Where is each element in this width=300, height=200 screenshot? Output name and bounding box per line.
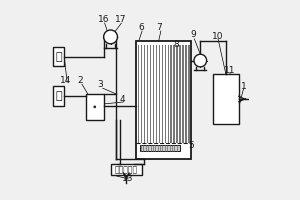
Bar [167,45,169,143]
Bar [138,45,139,143]
Circle shape [104,30,118,44]
Text: 7: 7 [156,23,162,32]
Bar [53,86,64,106]
Text: 6: 6 [138,23,144,32]
Text: 液: 液 [56,52,62,62]
Bar [140,145,180,151]
Bar [111,164,142,175]
Text: 1: 1 [241,82,247,91]
Bar [182,45,184,143]
Bar [53,47,64,66]
Bar [213,74,239,124]
Text: 9: 9 [190,30,196,39]
Text: 水: 水 [56,91,62,101]
Bar [188,45,190,143]
Bar [164,45,166,143]
Bar [86,94,104,120]
Text: 16: 16 [98,15,109,24]
Text: 4: 4 [120,96,125,104]
Text: 3: 3 [97,80,103,89]
Bar [161,45,163,143]
Bar [155,45,157,143]
Bar [179,45,181,143]
Text: 10: 10 [212,32,224,41]
Bar [147,45,148,143]
Bar [170,45,172,143]
Text: 重金屬污泥: 重金屬污泥 [115,165,138,174]
Bar [176,45,178,143]
Text: 17: 17 [115,15,126,24]
Circle shape [194,54,207,67]
Bar [136,41,191,159]
Text: 8: 8 [174,40,179,49]
Bar [153,45,154,143]
Text: 2: 2 [77,76,83,85]
Text: 14: 14 [59,76,71,85]
Bar [150,45,151,143]
Text: 5: 5 [188,141,194,150]
Bar [158,45,160,143]
Bar [144,45,145,143]
Bar [141,45,142,143]
Bar [185,45,187,143]
Text: 11: 11 [224,66,236,75]
Circle shape [94,106,96,108]
Bar [173,45,175,143]
Text: 13: 13 [122,174,133,183]
